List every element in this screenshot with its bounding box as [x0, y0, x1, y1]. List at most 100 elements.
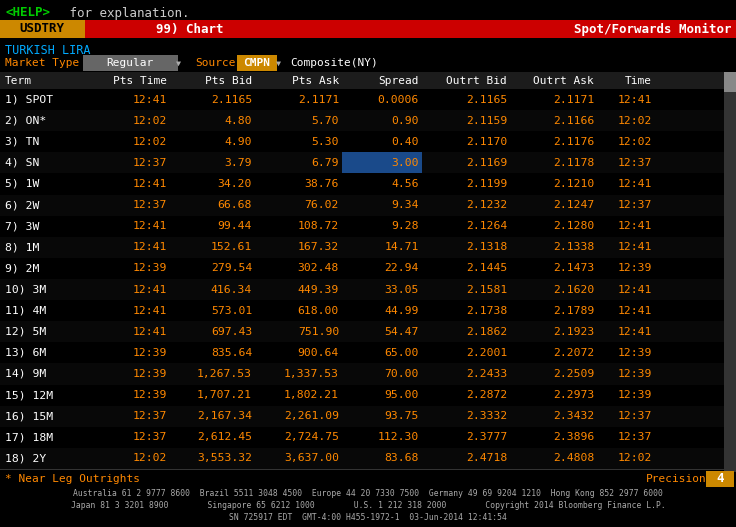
Text: 4.56: 4.56 — [392, 179, 419, 189]
Text: 2,167.34: 2,167.34 — [197, 411, 252, 421]
Text: 12:02: 12:02 — [618, 115, 652, 125]
Text: 152.61: 152.61 — [210, 242, 252, 252]
Text: 12:37: 12:37 — [618, 200, 652, 210]
Text: Japan 81 3 3201 8900        Singapore 65 6212 1000        U.S. 1 212 318 2000   : Japan 81 3 3201 8900 Singapore 65 6212 1… — [71, 502, 665, 511]
Text: 2.1923: 2.1923 — [553, 327, 594, 337]
Text: Outrt Bid: Outrt Bid — [446, 75, 507, 85]
Text: 12:41: 12:41 — [132, 221, 167, 231]
Text: 12:39: 12:39 — [618, 369, 652, 379]
Bar — [0, 173, 724, 194]
Text: 2,612.45: 2,612.45 — [197, 432, 252, 442]
Text: 2.1738: 2.1738 — [466, 306, 507, 316]
Text: 76.02: 76.02 — [305, 200, 339, 210]
Text: 12:39: 12:39 — [132, 264, 167, 274]
Text: 900.64: 900.64 — [298, 348, 339, 358]
Text: 12:41: 12:41 — [132, 179, 167, 189]
Text: 12:37: 12:37 — [132, 411, 167, 421]
Bar — [0, 20, 85, 38]
Text: 6.79: 6.79 — [311, 158, 339, 168]
Text: 12:02: 12:02 — [132, 115, 167, 125]
Bar — [0, 237, 724, 258]
Text: 2.1264: 2.1264 — [466, 221, 507, 231]
Text: 1,802.21: 1,802.21 — [284, 390, 339, 400]
Text: USDTRY: USDTRY — [19, 23, 65, 35]
Text: 1,337.53: 1,337.53 — [284, 369, 339, 379]
Bar — [724, 72, 736, 92]
Text: * Near Leg Outrights: * Near Leg Outrights — [5, 474, 140, 484]
Text: 2.1318: 2.1318 — [466, 242, 507, 252]
Text: 2.2509: 2.2509 — [553, 369, 594, 379]
Text: 93.75: 93.75 — [385, 411, 419, 421]
Text: 697.43: 697.43 — [210, 327, 252, 337]
Text: 279.54: 279.54 — [210, 264, 252, 274]
Text: 5) 1W: 5) 1W — [5, 179, 39, 189]
Bar — [0, 279, 724, 300]
Text: 2.1789: 2.1789 — [553, 306, 594, 316]
Text: Source: Source — [195, 58, 236, 68]
Text: 12:41: 12:41 — [132, 327, 167, 337]
Text: Pts Bid: Pts Bid — [205, 75, 252, 85]
Text: 12:41: 12:41 — [618, 327, 652, 337]
Text: 12:02: 12:02 — [132, 453, 167, 463]
Text: 4.90: 4.90 — [224, 137, 252, 147]
Bar — [83, 55, 178, 71]
Text: 18) 2Y: 18) 2Y — [5, 453, 46, 463]
Bar — [0, 258, 724, 279]
Text: SN 725917 EDT  GMT-4:00 H455-1972-1  03-Jun-2014 12:41:54: SN 725917 EDT GMT-4:00 H455-1972-1 03-Ju… — [229, 513, 507, 522]
Text: 12:41: 12:41 — [618, 94, 652, 104]
Text: 12:02: 12:02 — [132, 137, 167, 147]
Text: 2.1232: 2.1232 — [466, 200, 507, 210]
Text: 2.1862: 2.1862 — [466, 327, 507, 337]
Text: 2.3777: 2.3777 — [466, 432, 507, 442]
Text: Term: Term — [5, 75, 32, 85]
Text: 12:41: 12:41 — [618, 242, 652, 252]
Text: <HELP>: <HELP> — [5, 6, 50, 19]
Text: Composite(NY): Composite(NY) — [290, 58, 378, 68]
Text: 2.3332: 2.3332 — [466, 411, 507, 421]
Text: 15) 12M: 15) 12M — [5, 390, 53, 400]
Text: 2.1166: 2.1166 — [553, 115, 594, 125]
Text: 12:37: 12:37 — [618, 432, 652, 442]
Text: 2.1247: 2.1247 — [553, 200, 594, 210]
Text: 2.1280: 2.1280 — [553, 221, 594, 231]
Text: 2.1165: 2.1165 — [466, 94, 507, 104]
Bar — [0, 427, 724, 448]
Text: 4: 4 — [716, 473, 723, 485]
Text: 3.00: 3.00 — [392, 158, 419, 168]
Text: for explanation.: for explanation. — [62, 6, 189, 19]
Text: 2.1159: 2.1159 — [466, 115, 507, 125]
Text: 2.1473: 2.1473 — [553, 264, 594, 274]
Bar — [342, 152, 422, 173]
Text: 2.1581: 2.1581 — [466, 285, 507, 295]
Text: 2,261.09: 2,261.09 — [284, 411, 339, 421]
Text: 2.4808: 2.4808 — [553, 453, 594, 463]
Text: 11) 4M: 11) 4M — [5, 306, 46, 316]
Text: Market Type: Market Type — [5, 58, 79, 68]
Text: Pts Time: Pts Time — [113, 75, 167, 85]
Text: 5.30: 5.30 — [311, 137, 339, 147]
Text: 99) Chart: 99) Chart — [156, 23, 224, 35]
Text: 3,637.00: 3,637.00 — [284, 453, 339, 463]
Text: 12:41: 12:41 — [132, 285, 167, 295]
Text: 2.1169: 2.1169 — [466, 158, 507, 168]
Text: Australia 61 2 9777 8600  Brazil 5511 3048 4500  Europe 44 20 7330 7500  Germany: Australia 61 2 9777 8600 Brazil 5511 304… — [73, 490, 663, 499]
Text: 2) ON*: 2) ON* — [5, 115, 46, 125]
Text: 751.90: 751.90 — [298, 327, 339, 337]
Text: 12:41: 12:41 — [618, 221, 652, 231]
Text: 14) 9M: 14) 9M — [5, 369, 46, 379]
Text: 99.44: 99.44 — [218, 221, 252, 231]
Bar — [0, 216, 724, 237]
Text: 9.28: 9.28 — [392, 221, 419, 231]
Bar — [0, 194, 724, 216]
Bar — [0, 152, 724, 173]
Text: 3.79: 3.79 — [224, 158, 252, 168]
Bar — [237, 55, 277, 71]
Text: 2.1165: 2.1165 — [210, 94, 252, 104]
Text: 2.1445: 2.1445 — [466, 264, 507, 274]
Text: 14.71: 14.71 — [385, 242, 419, 252]
Text: 2,724.75: 2,724.75 — [284, 432, 339, 442]
Text: 1,707.21: 1,707.21 — [197, 390, 252, 400]
Bar — [706, 471, 734, 487]
Text: 835.64: 835.64 — [210, 348, 252, 358]
Text: 5.70: 5.70 — [311, 115, 339, 125]
